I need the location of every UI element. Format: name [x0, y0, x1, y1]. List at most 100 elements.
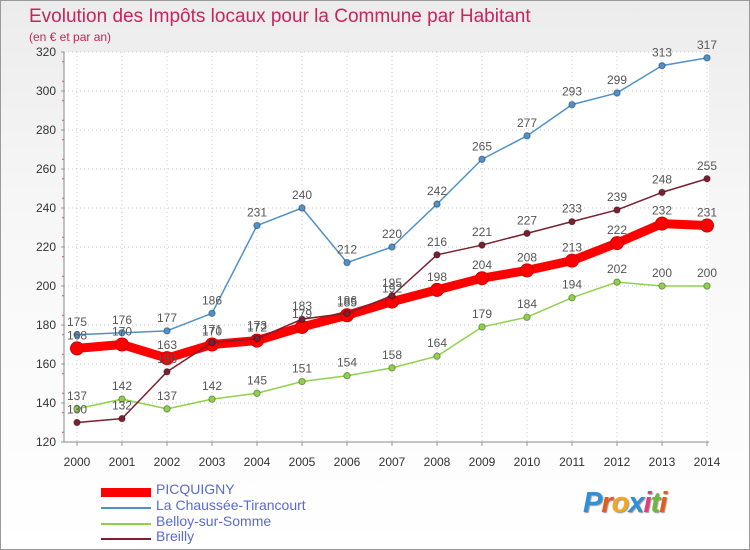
data-point [430, 282, 444, 297]
data-point [298, 315, 306, 323]
data-point [163, 327, 171, 335]
logo-letter: o [611, 487, 630, 519]
data-label: 227 [517, 213, 537, 227]
data-point [478, 155, 486, 163]
x-tick-label: 2014 [694, 455, 721, 469]
logo-letter: i [643, 487, 652, 519]
logo-letter: x [628, 487, 644, 519]
logo-letter: P [583, 487, 602, 519]
data-label: 171 [202, 323, 222, 337]
y-tick-label: 240 [36, 201, 56, 215]
data-point [433, 200, 441, 208]
data-label: 231 [697, 206, 717, 220]
data-label: 192 [382, 282, 402, 296]
legend-label: La Chaussée-Tirancourt [156, 497, 306, 513]
x-tick-label: 2013 [649, 455, 676, 469]
data-point [70, 341, 84, 356]
data-label: 222 [607, 223, 627, 237]
data-point [253, 221, 261, 230]
data-label: 220 [382, 227, 402, 241]
legend-label: PICQUIGNY [156, 481, 235, 497]
data-point [523, 229, 531, 238]
data-label: 221 [472, 225, 492, 239]
data-label: 132 [112, 399, 132, 413]
data-label: 212 [337, 243, 357, 257]
data-label: 242 [427, 184, 447, 198]
data-point [658, 282, 666, 290]
x-tick-label: 2002 [154, 455, 181, 469]
data-point [613, 89, 621, 97]
data-label: 186 [337, 293, 357, 307]
data-point [478, 241, 486, 249]
data-point [208, 338, 216, 347]
data-label: 142 [202, 379, 222, 393]
x-tick-label: 2007 [379, 455, 406, 469]
data-label: 142 [112, 379, 132, 393]
logo-letter: r [601, 487, 612, 519]
data-label: 204 [472, 258, 492, 272]
legend-swatch [101, 507, 151, 509]
data-label: 265 [472, 139, 492, 153]
data-label: 240 [292, 188, 312, 202]
data-label: 231 [247, 206, 267, 220]
logo-letter: i [659, 487, 667, 519]
data-point [118, 395, 126, 403]
data-point [433, 352, 441, 360]
data-point [253, 334, 261, 343]
data-label: 175 [67, 315, 87, 329]
data-label: 177 [157, 311, 177, 325]
data-label: 137 [67, 389, 87, 403]
x-tick-label: 2006 [334, 455, 361, 469]
data-label: 130 [67, 403, 87, 417]
data-label: 179 [292, 307, 312, 321]
data-label: 184 [517, 297, 537, 311]
data-point [523, 313, 531, 321]
data-point [655, 216, 669, 231]
data-point [703, 175, 711, 183]
data-point [298, 204, 306, 212]
data-point [703, 54, 711, 62]
x-tick-label: 2010 [514, 455, 541, 469]
data-point [475, 271, 489, 286]
x-tick-label: 2003 [199, 455, 226, 469]
data-label: 195 [382, 276, 402, 290]
data-label: 158 [382, 348, 402, 362]
data-point [568, 100, 576, 109]
data-label: 179 [472, 307, 492, 321]
data-point [568, 294, 576, 302]
data-point [208, 309, 216, 317]
data-point [343, 309, 351, 317]
y-tick-label: 320 [36, 45, 56, 59]
data-point [568, 217, 576, 226]
data-label: 137 [157, 389, 177, 403]
data-point [118, 414, 126, 423]
data-label: 170 [202, 325, 222, 339]
y-tick-label: 220 [36, 240, 56, 254]
x-tick-label: 2009 [469, 455, 496, 469]
data-label: 233 [562, 202, 582, 216]
data-label: 313 [652, 46, 672, 60]
x-tick-label: 2008 [424, 455, 451, 469]
data-label: 154 [337, 356, 357, 370]
data-label: 156 [157, 352, 177, 366]
data-point [343, 372, 351, 380]
data-label: 299 [607, 73, 627, 87]
data-label: 186 [202, 293, 222, 307]
data-label: 176 [112, 313, 132, 327]
data-label: 145 [247, 373, 267, 387]
data-point [610, 236, 624, 251]
data-point [115, 337, 129, 352]
legend-swatch [101, 538, 151, 540]
x-tick-label: 2012 [604, 455, 631, 469]
data-point [343, 258, 351, 267]
x-tick-label: 2001 [109, 455, 136, 469]
data-label: 163 [157, 338, 177, 352]
data-point [658, 61, 666, 70]
y-tick-label: 300 [36, 84, 56, 98]
data-label: 277 [517, 116, 537, 130]
data-label: 239 [607, 190, 627, 204]
legend-swatch [101, 523, 151, 525]
y-tick-label: 160 [36, 357, 56, 371]
y-tick-label: 180 [36, 318, 56, 332]
